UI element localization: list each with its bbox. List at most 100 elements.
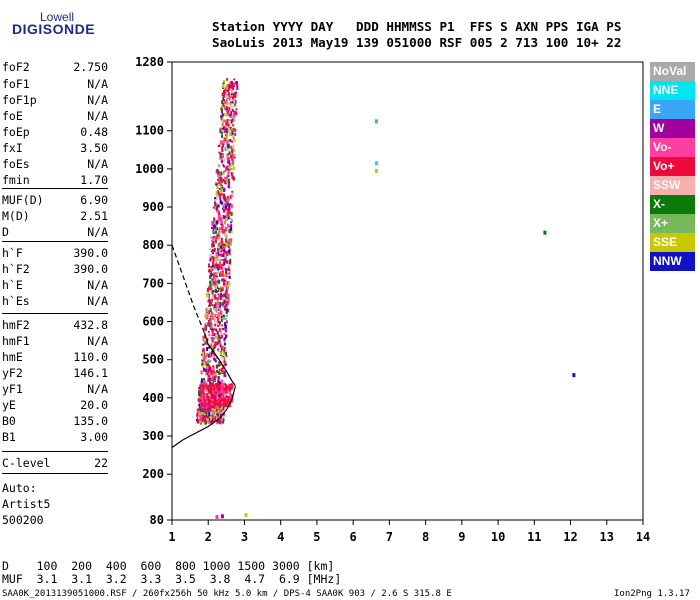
echo-point xyxy=(220,311,223,316)
echo-point xyxy=(221,200,224,203)
echo-point xyxy=(217,399,220,403)
echo-point xyxy=(214,295,217,300)
echo-point xyxy=(222,281,225,286)
echo-point xyxy=(199,390,202,394)
echo-point xyxy=(225,272,228,275)
echo-point xyxy=(215,405,218,409)
param-row: MUF(D) 6.90 xyxy=(2,193,108,209)
echo-point xyxy=(214,182,217,185)
echo-point xyxy=(201,388,204,392)
echo-point xyxy=(216,396,219,400)
echo-point xyxy=(200,393,202,397)
echo-point xyxy=(230,238,233,243)
echo-point xyxy=(223,243,226,246)
echo-point xyxy=(213,404,216,408)
echo-point xyxy=(224,137,227,142)
legend-item-x: X- xyxy=(650,195,695,214)
echo-point xyxy=(229,253,232,256)
echo-point xyxy=(220,218,223,223)
echo-point xyxy=(226,90,229,93)
echo-point xyxy=(208,287,211,290)
param-value: 135.0 xyxy=(73,414,108,428)
echo-point xyxy=(221,203,224,206)
echo-point xyxy=(227,112,230,115)
echo-point xyxy=(226,175,229,180)
echo-point xyxy=(225,384,228,388)
echo-point xyxy=(226,260,229,264)
echo-point xyxy=(211,248,214,251)
param-key: foE xyxy=(2,109,23,123)
echo-point xyxy=(227,175,230,178)
echo-point xyxy=(222,253,225,257)
echo-point xyxy=(214,394,217,398)
echo-point xyxy=(213,399,216,403)
echo-point xyxy=(221,346,224,349)
echo-point xyxy=(223,165,226,168)
echo-point xyxy=(214,241,217,244)
echo-point xyxy=(223,195,226,199)
echo-point xyxy=(228,159,231,164)
echo-point xyxy=(214,197,216,200)
echo-point xyxy=(218,177,221,181)
echo-point xyxy=(231,148,233,151)
echo-point xyxy=(216,341,219,346)
echo-point xyxy=(219,127,222,130)
echo-point xyxy=(225,308,228,312)
echo-point xyxy=(210,381,213,384)
echo-point xyxy=(218,211,221,216)
echo-point xyxy=(209,386,212,390)
echo-point xyxy=(222,264,225,269)
param-row: yF2 146.1 xyxy=(2,366,108,382)
echo-point xyxy=(205,324,207,328)
echo-point xyxy=(225,205,227,209)
echo-point xyxy=(225,93,228,98)
echo-point xyxy=(208,269,211,271)
echo-point xyxy=(226,196,229,199)
x-tick-label: 11 xyxy=(527,530,541,544)
echo-point xyxy=(211,256,214,260)
y-tick-label: 80 xyxy=(150,513,164,527)
echo-point xyxy=(234,91,237,94)
virtual-height-trace-dashed xyxy=(171,244,206,334)
echo-point xyxy=(211,415,214,418)
echo-point xyxy=(228,387,231,391)
echo-point xyxy=(218,151,221,154)
param-divider xyxy=(2,241,108,242)
echo-point xyxy=(203,367,205,372)
echo-point xyxy=(200,403,203,407)
param-row: hmF1 N/A xyxy=(2,334,108,350)
echo-point xyxy=(203,331,206,334)
x-tick-label: 4 xyxy=(277,530,284,544)
echo-point xyxy=(209,366,212,371)
echo-point xyxy=(216,169,219,173)
echo-point xyxy=(226,160,229,164)
echo-point xyxy=(204,399,206,403)
echo-point xyxy=(232,177,235,181)
echo-point xyxy=(229,393,232,396)
echo-point xyxy=(214,289,217,293)
echo-point xyxy=(230,115,233,118)
echo-point xyxy=(230,204,233,209)
echo-point xyxy=(226,251,229,255)
echo-point xyxy=(227,239,230,243)
echo-point xyxy=(201,353,204,356)
echo-point xyxy=(216,290,219,293)
echo-point xyxy=(222,94,225,98)
legend-item-noval: NoVal xyxy=(650,62,695,81)
echo-point xyxy=(219,177,222,182)
echo-point xyxy=(223,261,226,266)
echo-point xyxy=(211,354,214,358)
echo-point xyxy=(200,412,203,416)
echo-point xyxy=(208,304,210,307)
echo-point xyxy=(219,323,222,326)
echo-point xyxy=(219,245,222,249)
echo-point xyxy=(219,214,222,217)
echo-point xyxy=(225,320,228,324)
echo-point xyxy=(215,375,218,378)
echo-point xyxy=(216,275,219,278)
echo-point xyxy=(215,386,218,390)
echo-point xyxy=(201,405,204,409)
echo-point xyxy=(215,257,218,261)
logo-digisonde: DIGISONDE xyxy=(12,21,96,37)
